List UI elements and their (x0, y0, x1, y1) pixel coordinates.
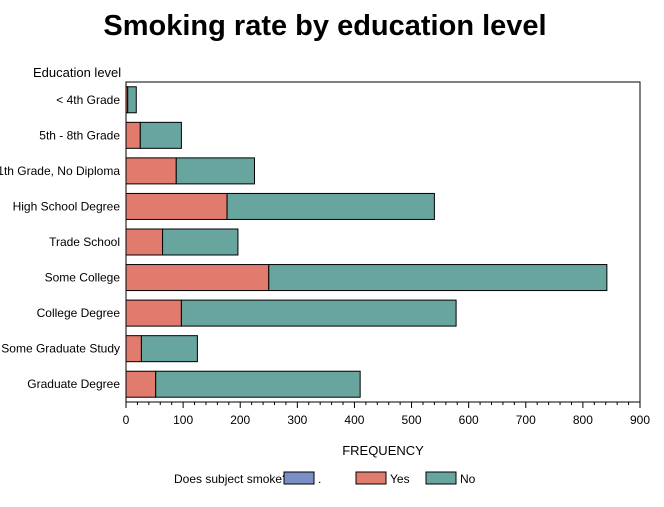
legend-label: . (318, 472, 321, 486)
bar-segment (125, 335, 142, 363)
bar-segment (125, 121, 141, 149)
category-labels: < 4th Grade 5th - 8th Grade 9th - 11th Gra… (0, 93, 120, 391)
legend-swatch (425, 471, 457, 485)
category-label: Some Graduate Study (1, 342, 120, 356)
bar-segment (175, 157, 256, 185)
x-tick-label: 500 (402, 413, 422, 427)
x-tick-label: 200 (230, 413, 250, 427)
category-label: < 4th Grade (56, 93, 120, 107)
category-label: Graduate Degree (27, 377, 120, 391)
x-tick-label: 600 (459, 413, 479, 427)
x-axis-title: FREQUENCY (342, 443, 424, 458)
bar-segment (162, 228, 239, 256)
x-tick-label: 0 (123, 413, 130, 427)
x-tick-label: 700 (516, 413, 536, 427)
x-tick-label: 400 (344, 413, 364, 427)
bar-segment (127, 86, 137, 114)
x-tick-label: 900 (630, 413, 650, 427)
category-label: 9th - 11th Grade, No Diploma (0, 164, 120, 178)
category-label: 5th - 8th Grade (39, 128, 120, 142)
x-axis-ticks: 0 100 200 300 400 500 600 700 800 900 (123, 402, 650, 427)
bar-segment (226, 192, 435, 220)
bar-segment (180, 299, 457, 327)
legend: Does subject smoke? . Yes No (174, 471, 476, 486)
bar-segment (125, 192, 228, 220)
bar-segment (268, 264, 608, 292)
x-tick-label: 100 (173, 413, 193, 427)
y-axis-title: Education level (33, 65, 121, 80)
chart-title: Smoking rate by education level (103, 10, 547, 42)
bar-segment (125, 228, 164, 256)
plot-frame (125, 81, 641, 403)
legend-swatch (283, 471, 315, 485)
bar-segment (139, 121, 182, 149)
x-tick-label: 300 (287, 413, 307, 427)
bar-segment (125, 264, 270, 292)
x-tick-label: 800 (573, 413, 593, 427)
legend-label: Yes (390, 472, 410, 486)
category-label: College Degree (37, 306, 121, 320)
bars-group (125, 86, 608, 398)
bar-segment (125, 157, 177, 185)
legend-title: Does subject smoke? (174, 472, 289, 486)
bar-segment (155, 370, 361, 398)
bar-segment (140, 335, 198, 363)
category-label: Trade School (49, 235, 120, 249)
legend-swatch (355, 471, 387, 485)
legend-label: No (460, 472, 476, 486)
bar-segment (125, 299, 182, 327)
bar-segment (125, 370, 157, 398)
category-label: High School Degree (13, 199, 121, 213)
category-label: Some College (45, 271, 121, 285)
